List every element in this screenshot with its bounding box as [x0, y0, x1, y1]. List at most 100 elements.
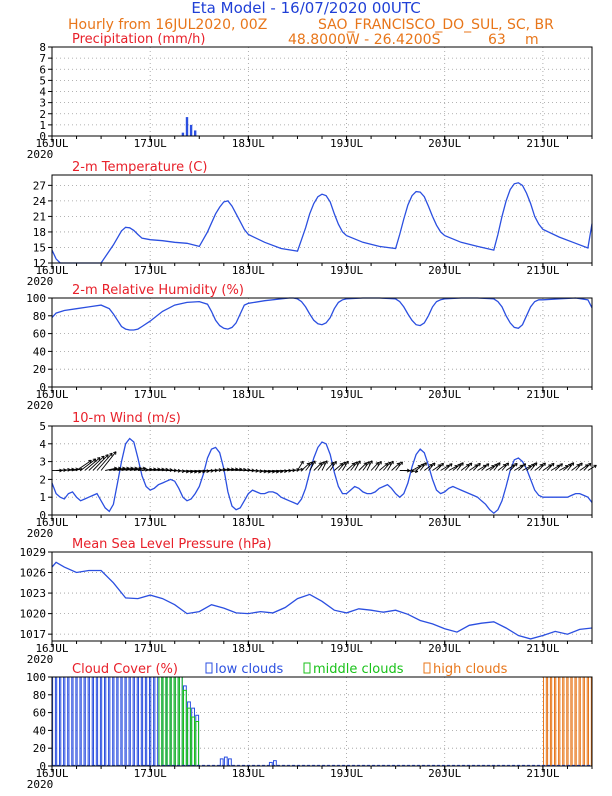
panel-5 — [48, 552, 592, 647]
x-tick-label: 18JUL — [232, 264, 265, 277]
x-tick-label: 18JUL — [232, 388, 265, 401]
wind-arrow-head — [397, 463, 400, 464]
panel-title: 2-m Temperature (C) — [72, 160, 207, 175]
wind-arrow — [77, 460, 92, 470]
panel-6 — [48, 663, 592, 772]
y-tick-label: 60 — [33, 707, 46, 720]
x-tick-label: 21JUL — [526, 642, 559, 655]
x-tick-label: 20JUL — [428, 516, 461, 529]
cloud-bar — [155, 677, 158, 766]
cloud-bar — [544, 677, 547, 766]
x-year-label: 2020 — [27, 275, 54, 288]
cloud-bar — [576, 677, 579, 766]
panel-3 — [48, 298, 592, 393]
wind-arrow-head — [126, 467, 129, 468]
wind-arrow-head — [235, 468, 238, 469]
x-tick-label: 17JUL — [134, 264, 167, 277]
wind-arrow-head — [135, 467, 138, 468]
cloud-bar — [53, 677, 56, 766]
panel-frame — [52, 298, 592, 387]
wind-arrow-head — [239, 468, 242, 469]
cloud-bar — [548, 677, 551, 766]
cloud-bar — [556, 677, 559, 766]
x-tick-label: 18JUL — [232, 137, 265, 150]
cloud-bar — [163, 677, 166, 766]
y-tick-label: 2 — [39, 473, 46, 486]
x-year-label: 2020 — [27, 399, 54, 412]
y-tick-label: 5 — [39, 74, 46, 87]
y-tick-label: 40 — [33, 724, 46, 737]
legend-label: high clouds — [433, 662, 508, 677]
wind-arrows — [52, 452, 596, 473]
wind-arrow-head — [153, 468, 156, 469]
cloud-bar — [184, 690, 187, 766]
wind-arrow-head — [161, 468, 164, 469]
wind-arrow-head — [75, 468, 78, 469]
cloud-bar — [94, 677, 97, 766]
cloud-bar — [126, 677, 129, 766]
cloud-bar — [61, 677, 64, 766]
precip-bar — [194, 130, 196, 136]
x-tick-label: 20JUL — [428, 767, 461, 780]
y-tick-label: 20 — [33, 363, 46, 376]
x-tick-label: 21JUL — [526, 516, 559, 529]
y-tick-label: 80 — [33, 310, 46, 323]
x-year-label: 2020 — [27, 527, 54, 540]
cloud-bar — [589, 677, 592, 766]
y-tick-label: 3 — [39, 97, 46, 110]
y-tick-label: 27 — [33, 179, 46, 192]
y-tick-label: 5 — [39, 420, 46, 433]
x-tick-label: 20JUL — [428, 388, 461, 401]
y-tick-label: 2 — [39, 108, 46, 121]
panel-title: Mean Sea Level Pressure (hPa) — [72, 537, 272, 552]
wind-arrow-head — [143, 467, 146, 468]
series-line — [52, 562, 592, 639]
series-line — [52, 298, 592, 330]
x-tick-label: 17JUL — [134, 137, 167, 150]
x-tick-label: 17JUL — [134, 642, 167, 655]
legend-swatch — [206, 663, 212, 673]
x-tick-label: 19JUL — [330, 388, 363, 401]
precip-bar — [182, 133, 184, 136]
wind-arrow — [89, 456, 104, 470]
wind-arrow — [85, 458, 100, 471]
cloud-bar — [196, 722, 199, 767]
cloud-bar — [552, 677, 555, 766]
wind-arrow-head — [227, 468, 230, 469]
cloud-bar — [175, 677, 178, 766]
y-tick-label: 1017 — [20, 628, 47, 641]
cloud-bar — [85, 677, 88, 766]
x-tick-label: 17JUL — [134, 767, 167, 780]
wind-arrow — [81, 459, 96, 470]
legend-label: low clouds — [215, 662, 284, 677]
cloud-bar — [159, 677, 162, 766]
y-tick-label: 1 — [39, 491, 46, 504]
cloud-bar — [171, 677, 174, 766]
wind-arrow-head — [231, 468, 234, 469]
x-tick-label: 19JUL — [330, 767, 363, 780]
x-tick-label: 19JUL — [330, 137, 363, 150]
x-tick-label: 21JUL — [526, 137, 559, 150]
cloud-bar — [102, 677, 105, 766]
subtitle-location: SAO_FRANCISCO_DO_SUL, SC, BR — [318, 17, 554, 33]
panel-1 — [48, 47, 592, 142]
wind-arrow-head — [149, 468, 152, 469]
x-tick-label: 21JUL — [526, 388, 559, 401]
x-year-label: 2020 — [27, 653, 54, 666]
wind-arrow-head — [71, 468, 74, 469]
y-tick-label: 100 — [26, 292, 46, 305]
cloud-bar — [73, 677, 76, 766]
cloud-bar — [139, 677, 142, 766]
x-tick-label: 20JUL — [428, 642, 461, 655]
wind-arrow — [97, 453, 112, 470]
x-tick-label: 19JUL — [330, 642, 363, 655]
cloud-bar — [106, 677, 109, 766]
y-tick-label: 18 — [33, 226, 46, 239]
y-tick-label: 80 — [33, 689, 46, 702]
subtitle-coords: 48.8000W - 26.4200S — [288, 32, 441, 48]
x-tick-label: 18JUL — [232, 642, 265, 655]
cloud-bar — [57, 677, 60, 766]
wind-arrow-head — [157, 468, 160, 469]
